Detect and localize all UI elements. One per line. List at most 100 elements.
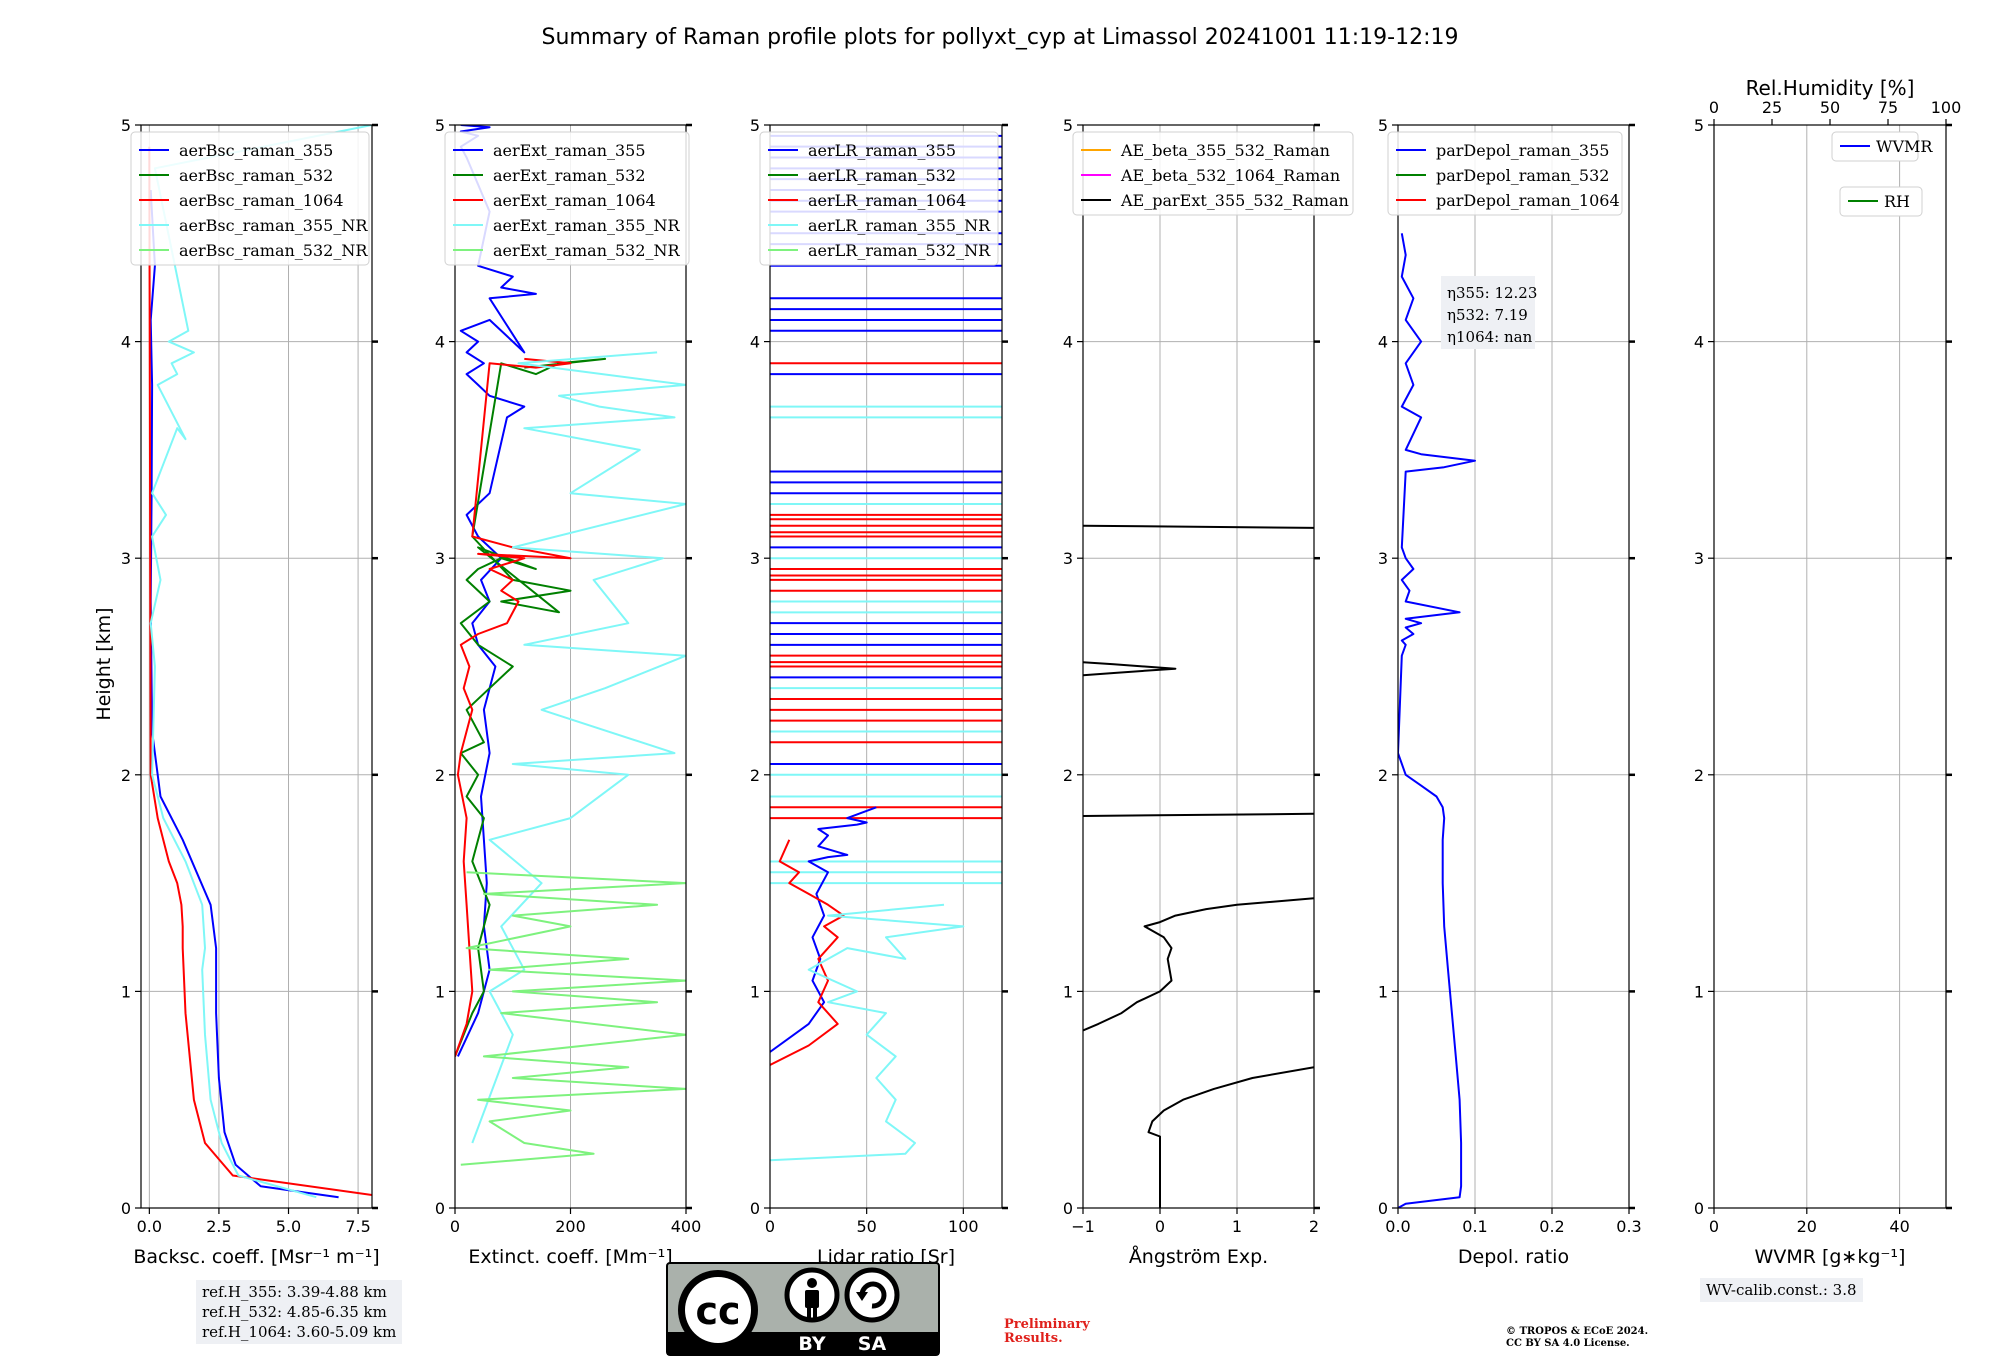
y-tick-label: 0 [750, 1199, 760, 1218]
x-tick-label: 2.5 [206, 1217, 231, 1236]
x-tick-label: 0 [765, 1217, 775, 1236]
panels: 0 1 2 3 4 5 0.0 2.5 5.0 7.5 Backsc. coeff. [Msr⁻¹ … [121, 76, 1961, 1268]
y-tick-label: 0 [1063, 1199, 1073, 1218]
y-tick-label: 3 [1378, 549, 1388, 568]
plot-area [1083, 524, 1314, 1208]
annotation-line: η532: 7.19 [1447, 306, 1528, 324]
legend-label: RH [1884, 192, 1910, 211]
x2-axis-label: Rel.Humidity [%] [1746, 76, 1915, 100]
legend-label: WVMR [1876, 137, 1933, 156]
legend-label: aerLR_raman_532 [808, 166, 956, 185]
by-label: BY [798, 1333, 825, 1355]
y-tick-label: 1 [435, 982, 445, 1001]
panel-5: 0 1 2 3 4 5 0.0 0.1 0.2 0.3 Depol. ratio parDepol_r… [1378, 116, 1642, 1268]
y-tick-label: 0 [435, 1199, 445, 1218]
x-tick-label: 20 [1797, 1217, 1817, 1236]
legend-label: aerBsc_raman_1064 [179, 191, 344, 210]
y-tick-label: 2 [750, 766, 760, 785]
x-tick-label: 0.0 [1385, 1217, 1410, 1236]
x-tick-label: 200 [555, 1217, 586, 1236]
axes-frame [1397, 124, 1630, 1209]
x-tick-label: 40 [1889, 1217, 1909, 1236]
gridlines [1713, 124, 1946, 1209]
axes-frame [1713, 124, 1947, 1209]
y-tick-label: 4 [121, 333, 131, 352]
legend-label: AE_beta_532_1064_Raman [1120, 166, 1340, 185]
legend-box [1839, 186, 1923, 217]
legend: AE_beta_355_532_Raman AE_beta_532_1064_Ra… [1072, 131, 1354, 216]
gridlines [141, 124, 372, 1209]
x-tick-label: −1 [1071, 1217, 1095, 1236]
reference-height-box: ref.H_355: 3.39-4.88 km ref.H_532: 4.85-… [196, 1280, 403, 1344]
series-line-segment-3 [1083, 897, 1314, 1032]
panel-1: 0 1 2 3 4 5 0.0 2.5 5.0 7.5 Backsc. coeff. [Msr⁻¹ … [121, 116, 380, 1268]
y-tick-label: 4 [750, 333, 760, 352]
legend-label: aerLR_raman_355 [808, 141, 956, 160]
cc-logo-text: cc [695, 1289, 740, 1333]
y-tick-label: 3 [1694, 549, 1704, 568]
legend: aerLR_raman_355 aerLR_raman_532 aerLR_rama… [759, 131, 999, 266]
x2-tick-label: 75 [1878, 98, 1898, 117]
axes-frame [1082, 124, 1315, 1209]
x-tick-label: 2 [1309, 1217, 1319, 1236]
series-line-segment-5 [1083, 661, 1177, 677]
x-tick-label: 0.2 [1539, 1217, 1564, 1236]
series-line-segment-4 [1083, 812, 1314, 817]
legend-label: aerBsc_raman_532_NR [179, 241, 368, 260]
x-axis-label: Depol. ratio [1458, 1246, 1569, 1268]
series-line-aerExt_raman_532 [455, 357, 607, 1057]
axes-frame [769, 124, 1003, 1209]
y-tick-label: 4 [1378, 333, 1388, 352]
x-tick-label: 7.5 [345, 1217, 370, 1236]
y-tick-label: 0 [1694, 1199, 1704, 1218]
y-tick-label: 1 [1063, 982, 1073, 1001]
legend-label: AE_beta_355_532_Raman [1120, 141, 1330, 160]
x2-tick-label: 0 [1709, 98, 1719, 117]
y-tick-label: 2 [121, 766, 131, 785]
y-tick-label: 4 [1063, 333, 1073, 352]
series-line-segment-6 [1083, 524, 1314, 529]
y-tick-label: 1 [750, 982, 760, 1001]
x-tick-label: 0 [450, 1217, 460, 1236]
plot-area [148, 125, 372, 1199]
x2-tick-label: 100 [1931, 98, 1962, 117]
x-axis-label: Ångström Exp. [1129, 1245, 1268, 1268]
series-line-aerLR_raman_1064 [770, 839, 845, 1066]
y-tick-label: 4 [435, 333, 445, 352]
x-axis-label: Extinct. coeff. [Mm⁻¹] [468, 1246, 672, 1268]
legend-label: aerBsc_raman_355_NR [179, 216, 368, 235]
y-tick-label: 3 [435, 549, 445, 568]
y-tick-label: 5 [121, 116, 131, 135]
y-tick-label: 5 [435, 116, 445, 135]
refh-355: ref.H_355: 3.39-4.88 km [202, 1283, 387, 1301]
legend-label: aerExt_raman_532 [493, 166, 646, 185]
y-tick-label: 5 [1063, 116, 1073, 135]
series-line-aerLR_raman_355 [770, 806, 877, 1053]
legend: aerBsc_raman_355 aerBsc_raman_532 aerBsc_r… [130, 131, 370, 266]
legend: parDepol_raman_355 parDepol_raman_532 parD… [1387, 131, 1623, 216]
legend-label: aerBsc_raman_355 [179, 141, 333, 160]
legend-label: aerLR_raman_355_NR [808, 216, 991, 235]
y-axis-label: Height [km] [93, 607, 115, 720]
refh-532: ref.H_532: 4.85-6.35 km [202, 1303, 387, 1321]
panel-2: 0 1 2 3 4 5 0 200 400 Extinct. coeff. [Mm⁻¹] aerEx… [435, 116, 701, 1268]
gridlines [1082, 124, 1315, 1209]
series-line-aerExt_raman_1064 [455, 357, 572, 1057]
series-line-aerLR_raman_355_NR [770, 903, 965, 1162]
axes-frame [140, 124, 373, 1209]
wv-calib-box: WV-calib.const.: 3.8 [1700, 1278, 1863, 1302]
y-tick-label: 3 [1063, 549, 1073, 568]
series-line-aerBsc_raman_1064 [148, 146, 372, 1196]
series-line-parDepol_raman_355 [1398, 233, 1476, 1208]
annotation-line: η355: 12.23 [1447, 284, 1537, 302]
y-tick-label: 5 [750, 116, 760, 135]
y-tick-label: 1 [1378, 982, 1388, 1001]
y-tick-label: 2 [435, 766, 445, 785]
legend-box [444, 131, 690, 266]
series-line-AE_parExt_355_532_Raman [1147, 1066, 1314, 1208]
y-tick-label: 1 [121, 982, 131, 1001]
